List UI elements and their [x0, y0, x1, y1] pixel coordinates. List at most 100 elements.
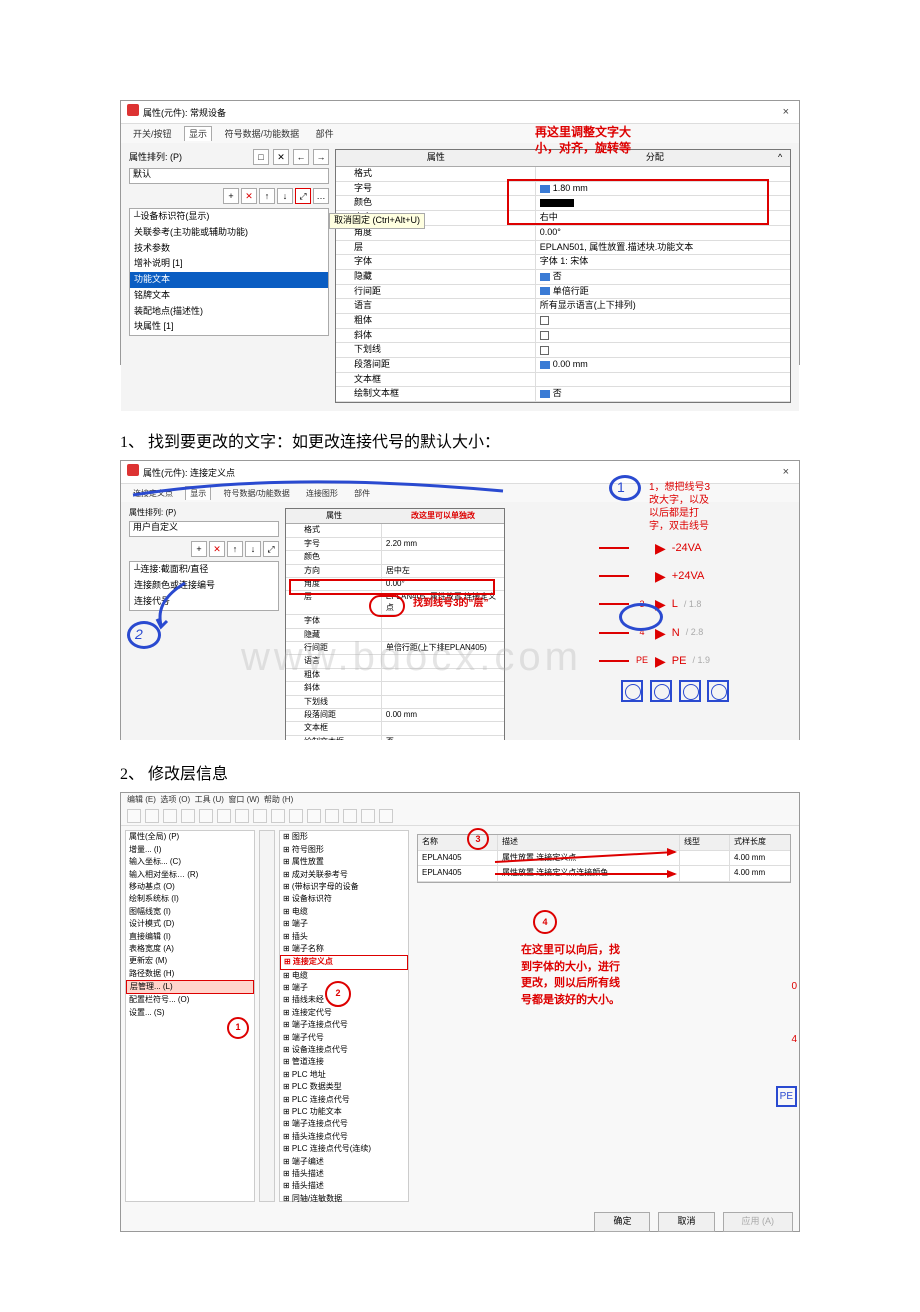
- tree-item[interactable]: ⊞ PLC 连接点代号: [280, 1094, 408, 1106]
- tree-item[interactable]: ⊞ 连接定代号: [280, 1007, 408, 1019]
- tb-icon[interactable]: [361, 809, 375, 823]
- tree-item[interactable]: ⊞ 符号图形: [280, 844, 408, 856]
- layer-tree[interactable]: ⊞ 图形⊞ 符号图形⊞ 属性放置⊞ 成对关联参考号⊞ (带标识字母的设备 ⊞ 设备…: [279, 830, 409, 1202]
- tb-icon[interactable]: [307, 809, 321, 823]
- menu-item[interactable]: 路径数据 (H): [126, 968, 254, 980]
- ss1-tree[interactable]: ┴设备标识符(显示) 关联参考(主功能或辅助功能) 技术参数 增补说明 [1] …: [129, 208, 329, 336]
- prop-val[interactable]: 居中左: [382, 565, 504, 577]
- menu[interactable]: 帮助 (H): [264, 795, 293, 804]
- menu-item[interactable]: 输入坐标... (C): [126, 856, 254, 868]
- prop-val[interactable]: 0.00 mm: [382, 709, 504, 721]
- menu-item[interactable]: 移动基点 (O): [126, 881, 254, 893]
- tb-icon[interactable]: [127, 809, 141, 823]
- arrange-value[interactable]: 默认: [129, 168, 329, 184]
- tree-item[interactable]: ⊞ 管道连接: [280, 1056, 408, 1068]
- tree-item[interactable]: 技术参数: [130, 241, 328, 257]
- btn-up[interactable]: ↑: [259, 188, 275, 204]
- menu-item[interactable]: 设计模式 (D): [126, 918, 254, 930]
- prop-val[interactable]: 0.00°: [536, 226, 790, 240]
- prop-val[interactable]: [382, 615, 504, 627]
- c[interactable]: 4.00 mm: [730, 851, 790, 865]
- tree-item[interactable]: 块属性 [1]: [130, 319, 328, 335]
- apply-button[interactable]: 应用 (A): [723, 1212, 794, 1232]
- prop-val[interactable]: 字体 1: 宋体: [536, 255, 790, 269]
- tb-icon[interactable]: [145, 809, 159, 823]
- tree-item[interactable]: ⊞ PLC 地址: [280, 1069, 408, 1081]
- tb-icon[interactable]: [217, 809, 231, 823]
- close-icon[interactable]: ×: [779, 105, 793, 119]
- tree-item[interactable]: ⊞ 图形: [280, 831, 408, 843]
- prop-val[interactable]: [536, 329, 790, 343]
- menu[interactable]: 编辑 (E): [127, 795, 156, 804]
- tree-item[interactable]: ⊞ PLC 连接点代号(连续): [280, 1143, 408, 1155]
- tree-item[interactable]: ⊞ 成对关联参考号: [280, 869, 408, 881]
- prop-val[interactable]: 单倍行距(上下排EPLAN405): [382, 642, 504, 654]
- tree-item[interactable]: 装配地点(描述性): [130, 304, 328, 320]
- b[interactable]: ↑: [227, 541, 243, 557]
- tree-item[interactable]: 铭牌文本: [130, 288, 328, 304]
- c[interactable]: 4.00 mm: [730, 866, 790, 880]
- menu-item[interactable]: 直接编辑 (I): [126, 931, 254, 943]
- tree-item[interactable]: ⊞ PLC 数据类型: [280, 1081, 408, 1093]
- tb-icon[interactable]: [253, 809, 267, 823]
- tree-item[interactable]: ⊞ 端子: [280, 918, 408, 930]
- tree-item-selected[interactable]: 功能文本: [130, 272, 328, 288]
- btn[interactable]: ✕: [273, 149, 289, 165]
- tab[interactable]: 部件: [312, 127, 338, 141]
- tree-item[interactable]: ⊞ 插头连接点代号: [280, 1131, 408, 1143]
- tree-item[interactable]: ⊞ (带标识字母的设备: [280, 881, 408, 893]
- tree-item[interactable]: 增补说明 [1]: [130, 256, 328, 272]
- tree-item[interactable]: ⊞ 插头描述: [280, 1168, 408, 1180]
- prop-val[interactable]: [536, 314, 790, 328]
- menu[interactable]: 窗口 (W): [228, 795, 259, 804]
- tree-item[interactable]: ⊞ 插头: [280, 931, 408, 943]
- tree-item[interactable]: ⊞ 属性放置: [280, 856, 408, 868]
- prop-val[interactable]: 否: [382, 736, 504, 740]
- prop-val[interactable]: EPLAN501, 属性放置.描述块.功能文本: [536, 241, 790, 255]
- tb-icon[interactable]: [289, 809, 303, 823]
- tb-icon[interactable]: [343, 809, 357, 823]
- menu-item[interactable]: 绘制系统标 (I): [126, 893, 254, 905]
- ok-button[interactable]: 确定: [594, 1212, 650, 1232]
- tree-item[interactable]: ⊞ 设备连接点代号: [280, 1044, 408, 1056]
- tree-item[interactable]: ⊞ 连接定义点: [280, 955, 408, 969]
- tb-icon[interactable]: [163, 809, 177, 823]
- prop-val[interactable]: 2.20 mm: [382, 538, 504, 550]
- tb-icon[interactable]: [271, 809, 285, 823]
- cancel-button[interactable]: 取消: [658, 1212, 714, 1232]
- prop-val[interactable]: [536, 343, 790, 357]
- tree-item[interactable]: ┴设备标识符(显示): [130, 209, 328, 225]
- prop-val[interactable]: [382, 696, 504, 708]
- tb-icon[interactable]: [181, 809, 195, 823]
- prop-val[interactable]: [382, 655, 504, 667]
- prop-val[interactable]: [382, 551, 504, 563]
- prop-val[interactable]: 否: [536, 387, 790, 401]
- btn[interactable]: …: [313, 188, 329, 204]
- tb-icon[interactable]: [325, 809, 339, 823]
- tree-item[interactable]: ⊞ PLC 功能文本: [280, 1106, 408, 1118]
- prop-val[interactable]: 单倍行距: [536, 285, 790, 299]
- tree-item[interactable]: ⊞ 端子连接点代号: [280, 1118, 408, 1130]
- tab-active[interactable]: 显示: [184, 126, 212, 141]
- tb-icon[interactable]: [199, 809, 213, 823]
- close-icon[interactable]: ×: [779, 465, 793, 479]
- tree-item[interactable]: ⊞ 同轴/连敏数据: [280, 1193, 408, 1205]
- menu[interactable]: 选项 (O): [160, 795, 190, 804]
- btn-del[interactable]: ✕: [241, 188, 257, 204]
- prop-val[interactable]: [536, 373, 790, 387]
- prop-val[interactable]: [382, 682, 504, 694]
- b[interactable]: ⤢: [263, 541, 279, 557]
- b[interactable]: ↓: [245, 541, 261, 557]
- tab[interactable]: 符号数据/功能数据: [221, 127, 304, 141]
- menu-item[interactable]: 表格宽度 (A): [126, 943, 254, 955]
- tb-icon[interactable]: [235, 809, 249, 823]
- btn-pin[interactable]: ⤢: [295, 188, 311, 204]
- prop-val[interactable]: 0.00 mm: [536, 358, 790, 372]
- btn[interactable]: ←: [293, 149, 309, 165]
- menu[interactable]: 工具 (U): [195, 795, 224, 804]
- tree-item[interactable]: ⊞ 电缆: [280, 970, 408, 982]
- tree-item[interactable]: ⊞ 插头描述: [280, 1180, 408, 1192]
- tree-item[interactable]: 关联参考(主功能或辅助功能): [130, 225, 328, 241]
- menu-item[interactable]: 配置栏符号... (O): [126, 994, 254, 1006]
- btn[interactable]: →: [313, 149, 329, 165]
